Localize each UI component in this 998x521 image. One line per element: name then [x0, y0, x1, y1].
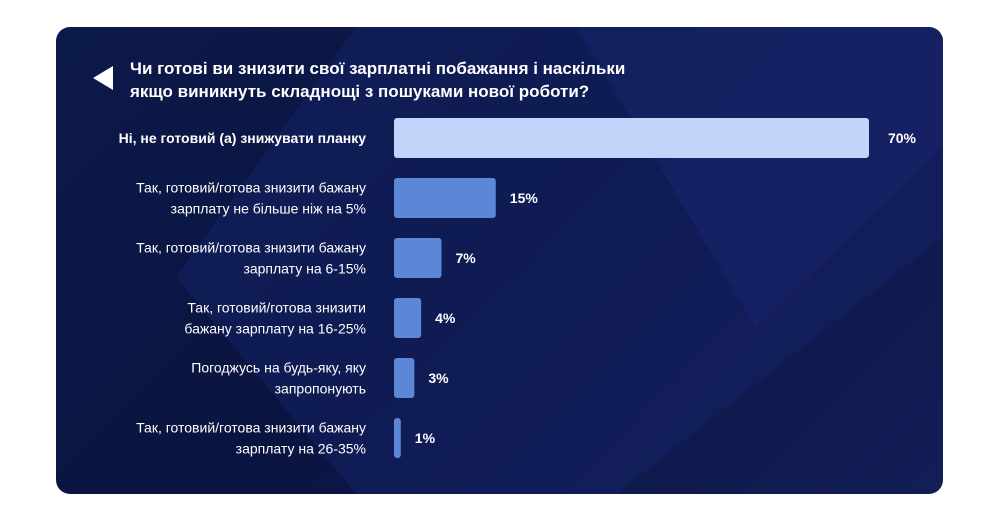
category-label: зарплату на 6-15% [243, 261, 366, 277]
category-label: Ні, не готовий (а) знижувати планку [119, 130, 367, 146]
bar-value-label: 1% [415, 430, 436, 446]
category-label: Так, готовий/готова знизити бажану [136, 180, 366, 196]
bar [394, 118, 869, 158]
bar-value-label: 4% [435, 310, 456, 326]
category-label: зарплату не більше ніж на 5% [171, 201, 366, 217]
category-label: Так, готовий/готова знизити [187, 300, 366, 316]
bar-value-label: 3% [428, 370, 449, 386]
back-arrow-icon[interactable] [93, 66, 113, 90]
chart-title: Чи готові ви знизити свої зарплатні поба… [130, 57, 690, 103]
bar-value-label: 15% [510, 190, 539, 206]
bar [394, 238, 442, 278]
chart-title-line: якщо виникнуть складнощі з пошуками ново… [130, 82, 590, 101]
category-label: запропонують [275, 381, 366, 397]
chart-title-line: Чи готові ви знизити свої зарплатні поба… [130, 59, 626, 78]
bar-value-label: 70% [888, 130, 917, 146]
bar [394, 178, 496, 218]
category-label: зарплату на 26-35% [236, 441, 366, 457]
bar [394, 418, 401, 458]
bar-chart: 70% Ні, не готовий (а) знижувати планку 15… [119, 118, 917, 458]
category-label: бажану зарплату на 16-25% [184, 321, 366, 337]
category-label: Погоджусь на будь-яку, яку [191, 360, 366, 376]
bar [394, 298, 422, 338]
category-label: Так, готовий/готова знизити бажану [136, 420, 366, 436]
bar [394, 358, 415, 398]
bar-value-label: 7% [456, 250, 477, 266]
chart-card: Чи готові ви знизити свої зарплатні поба… [56, 27, 943, 494]
category-label: Так, готовий/готова знизити бажану [136, 240, 366, 256]
